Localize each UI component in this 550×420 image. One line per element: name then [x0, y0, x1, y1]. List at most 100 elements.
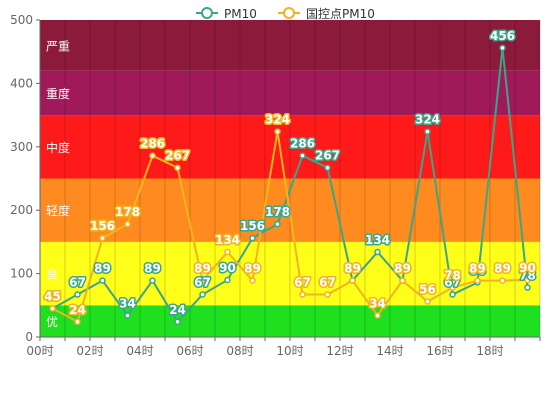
data-label: 324 [415, 113, 440, 127]
x-tick-label: 02时 [76, 344, 103, 358]
data-point[interactable] [49, 305, 56, 312]
x-tick-label: 04时 [126, 344, 153, 358]
aqi-band-5 [40, 20, 540, 71]
data-point[interactable] [499, 277, 506, 284]
data-label: 89 [344, 262, 361, 276]
legend-label: PM10 [224, 7, 257, 21]
data-point[interactable] [324, 291, 331, 298]
data-point[interactable] [524, 276, 531, 284]
data-point[interactable] [174, 318, 181, 326]
data-label: 67 [69, 276, 86, 290]
axes: 0 100 200 300 400 500 00时 02时 04时 06时 08时 10时 12时 14时… [10, 13, 541, 358]
data-point[interactable] [499, 44, 506, 52]
legend-marker-icon [283, 7, 295, 19]
data-label: 89 [344, 262, 361, 276]
data-point[interactable] [299, 291, 306, 298]
data-label: 89 [244, 262, 261, 276]
series-line-1 [52, 131, 528, 324]
data-point[interactable] [324, 164, 331, 171]
data-label: 56 [419, 282, 436, 296]
data-point[interactable] [374, 248, 381, 256]
data-label: 78 [444, 269, 461, 283]
data-point[interactable] [524, 284, 531, 291]
data-label: 156 [240, 219, 265, 233]
legend-item-1[interactable]: 国控点PM10 [278, 7, 375, 21]
data-label: 89 [494, 262, 511, 276]
data-point[interactable] [74, 291, 81, 298]
data-label: 267 [165, 149, 190, 163]
data-label: 89 [394, 262, 411, 276]
data-point[interactable] [449, 284, 456, 291]
data-label: 34 [119, 296, 136, 310]
x-tick-label: 08时 [226, 344, 253, 358]
legend-label: 国控点PM10 [306, 7, 375, 21]
data-point[interactable] [424, 298, 431, 305]
series-lines: 4567893489246790156178286267891348932467… [43, 27, 537, 326]
y-tick-label: 200 [10, 203, 33, 217]
y-tick-label: 500 [10, 13, 33, 27]
data-label: 156 [90, 219, 115, 233]
x-tick-label: 16时 [426, 344, 453, 358]
x-tick-label: 06时 [176, 344, 203, 358]
data-point[interactable] [149, 277, 156, 284]
x-tick-label: 10时 [276, 344, 303, 358]
data-point[interactable] [99, 234, 106, 242]
data-label: 89 [394, 262, 411, 276]
data-label: 90 [219, 261, 236, 275]
data-point[interactable] [399, 277, 406, 284]
data-label: 89 [144, 262, 161, 276]
data-point[interactable] [249, 234, 256, 242]
data-point[interactable] [449, 291, 456, 298]
data-point[interactable] [124, 312, 131, 319]
data-point[interactable] [99, 277, 106, 284]
data-point[interactable] [374, 312, 381, 319]
data-label: 178 [265, 205, 290, 219]
aqi-band-label: 中度 [46, 140, 70, 155]
y-tick-label: 400 [10, 76, 33, 90]
data-point[interactable] [299, 152, 306, 159]
data-point[interactable] [274, 220, 281, 228]
aqi-band-3 [40, 115, 540, 179]
x-tick-label: 12时 [326, 344, 353, 358]
data-label: 67 [194, 276, 211, 290]
legend-item-0[interactable]: PM10 [196, 7, 257, 21]
legend-marker-icon [201, 7, 213, 19]
data-label: 134 [365, 233, 390, 247]
data-label: 134 [215, 233, 240, 247]
data-point[interactable] [199, 277, 206, 284]
aqi-bands: 优 良 轻度 中度 重度 严重 [39, 20, 541, 337]
data-label: 24 [69, 303, 86, 317]
data-point[interactable] [424, 128, 431, 135]
data-label: 456 [490, 29, 515, 43]
data-point[interactable] [224, 248, 231, 256]
data-label: 178 [115, 205, 140, 219]
data-label: 34 [369, 296, 386, 310]
y-tick-label: 300 [10, 140, 33, 154]
data-point[interactable] [474, 277, 481, 284]
data-point[interactable] [124, 220, 131, 228]
data-label: 267 [315, 149, 340, 163]
aqi-band-label: 良 [46, 267, 58, 282]
data-point[interactable] [224, 276, 231, 284]
data-label: 89 [94, 262, 111, 276]
data-label: 89 [194, 262, 211, 276]
data-label: 45 [44, 289, 61, 303]
data-point[interactable] [174, 164, 181, 171]
aqi-band-label: 优 [46, 315, 58, 329]
data-label: 324 [265, 113, 290, 127]
x-tick-label: 00时 [26, 344, 53, 358]
data-label: 86 [469, 263, 486, 277]
aqi-band-label: 轻度 [46, 203, 70, 218]
data-label: 45 [44, 289, 61, 303]
data-label: 78 [519, 269, 536, 283]
data-point[interactable] [149, 152, 156, 159]
data-point[interactable] [349, 277, 356, 284]
x-tick-label: 14时 [376, 344, 403, 358]
data-label: 67 [444, 276, 461, 290]
data-point[interactable] [199, 291, 206, 298]
data-point[interactable] [274, 128, 281, 135]
data-point[interactable] [74, 318, 81, 326]
data-point[interactable] [249, 277, 256, 284]
legend[interactable]: PM10 国控点PM10 [196, 7, 375, 21]
